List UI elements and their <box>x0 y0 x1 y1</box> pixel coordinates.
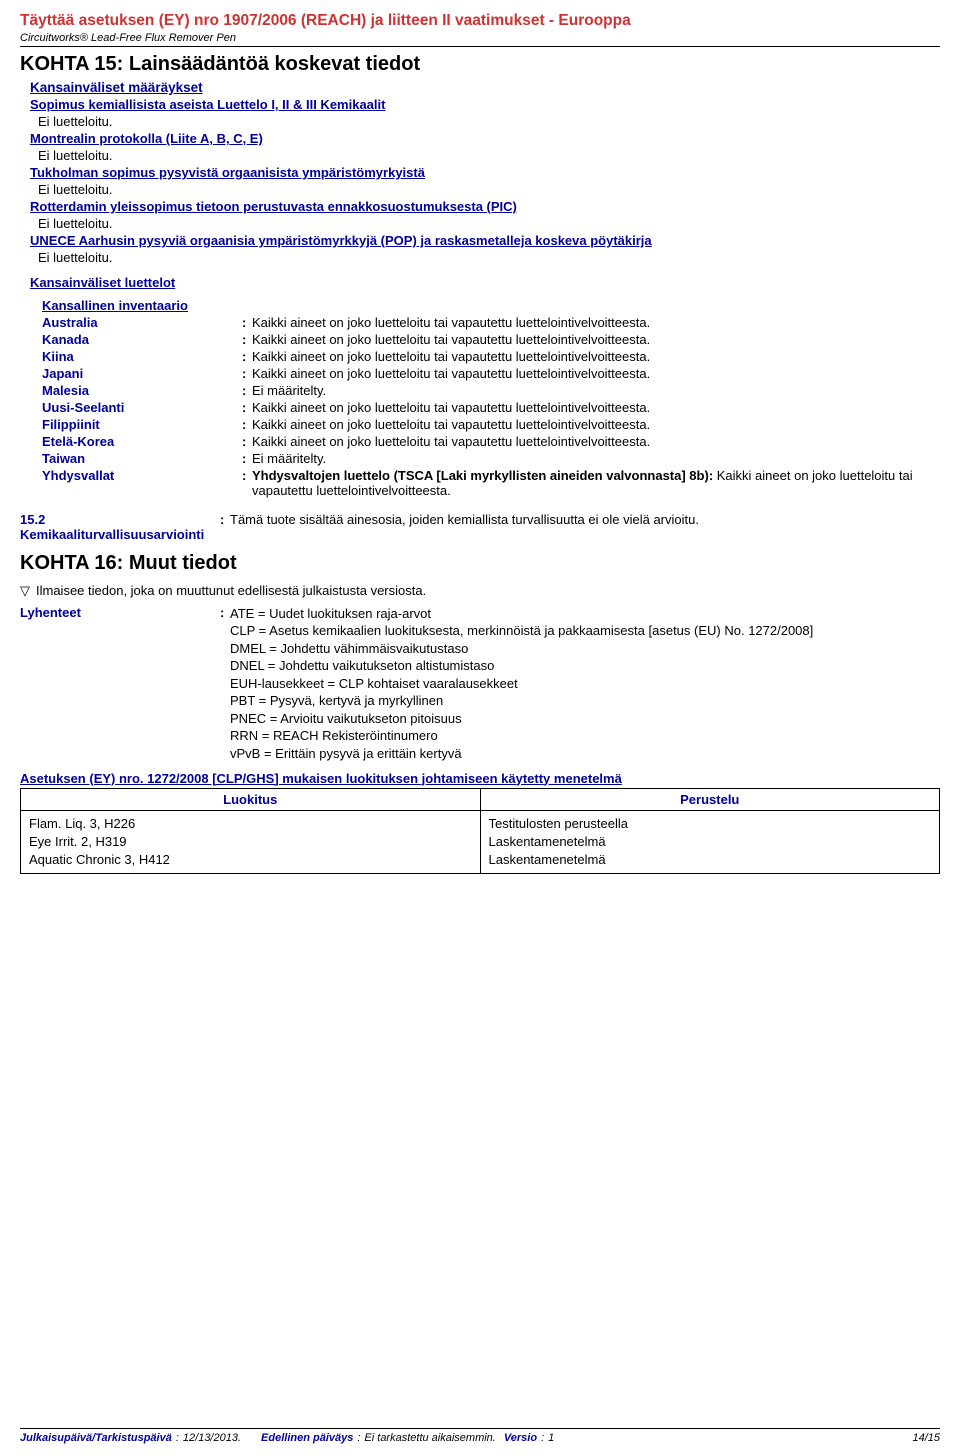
justification-col-head: Perustelu <box>481 789 940 811</box>
inventory-row-canada: Kanada : Kaikki aineet on joko luetteloi… <box>42 332 940 347</box>
footer-version-label: Versio <box>504 1432 537 1444</box>
usa-tsca-bold: Yhdysvaltojen luettelo (TSCA [Laki myrky… <box>252 468 709 483</box>
inventory-row-australia: Australia : Kaikki aineet on joko luette… <box>42 315 940 330</box>
montreal-value: Ei luetteloitu. <box>38 148 940 163</box>
inv-value: Kaikki aineet on joko luetteloitu tai va… <box>252 332 940 347</box>
inventory-row-taiwan: Taiwan : Ei määritelty. <box>42 451 940 466</box>
inv-label: Australia <box>42 315 242 330</box>
classification-col-body: Flam. Liq. 3, H226 Eye Irrit. 2, H319 Aq… <box>21 811 480 874</box>
csa-value: Tämä tuote sisältää ainesosia, joiden ke… <box>230 512 940 542</box>
section-16-title: KOHTA 16: Muut tiedot <box>20 552 940 575</box>
inv-value: Kaikki aineet on joko luetteloitu tai va… <box>252 400 940 415</box>
csa-label: 15.2 Kemikaaliturvallisuusarviointi <box>20 512 220 542</box>
product-name: Circuitworks® Lead-Free Flux Remover Pen <box>20 32 940 44</box>
inventory-row-philippines: Filippiinit : Kaikki aineet on joko luet… <box>42 417 940 432</box>
inv-label: Uusi-Seelanti <box>42 400 242 415</box>
inv-label: Malesia <box>42 383 242 398</box>
classification-col-head: Luokitus <box>21 789 480 811</box>
inv-value: Kaikki aineet on joko luetteloitu tai va… <box>252 315 940 330</box>
change-indicator-note: ▽ Ilmaisee tiedon, joka on muuttunut ede… <box>20 583 940 599</box>
inv-value: Yhdysvaltojen luettelo (TSCA [Laki myrky… <box>252 468 940 498</box>
national-inventory-heading: Kansallinen inventaario <box>42 298 940 313</box>
inventory-row-japan: Japani : Kaikki aineet on joko luetteloi… <box>42 366 940 381</box>
inv-label: Taiwan <box>42 451 242 466</box>
triangle-icon: ▽ <box>20 583 30 599</box>
inv-label: Kiina <box>42 349 242 364</box>
unece-value: Ei luetteloitu. <box>38 250 940 265</box>
inv-value: Kaikki aineet on joko luetteloitu tai va… <box>252 417 940 432</box>
footer-prevdate-value: Ei tarkastettu aikaisemmin. <box>364 1432 495 1444</box>
footer-page-number: 14/15 <box>912 1432 940 1444</box>
regulation-header: Täyttää asetuksen (EY) nro 1907/2006 (RE… <box>20 12 940 30</box>
inventory-row-china: Kiina : Kaikki aineet on joko luetteloit… <box>42 349 940 364</box>
inv-value: Ei määritelty. <box>252 451 940 466</box>
rotterdam-heading: Rotterdamin yleissopimus tietoon perustu… <box>30 199 940 214</box>
intl-lists-heading: Kansainväliset luettelot <box>30 275 940 290</box>
abbrev-label: Lyhenteet <box>20 605 220 763</box>
inv-label: Kanada <box>42 332 242 347</box>
inventory-row-korea: Etelä-Korea : Kaikki aineet on joko luet… <box>42 434 940 449</box>
footer-pubdate-label: Julkaisupäivä/Tarkistuspäivä <box>20 1432 172 1444</box>
rotterdam-value: Ei luetteloitu. <box>38 216 940 231</box>
colon: : <box>242 315 252 330</box>
inv-label: Filippiinit <box>42 417 242 432</box>
abbrev-value: ATE = Uudet luokituksen raja-arvot CLP =… <box>230 605 940 763</box>
inventory-row-malaysia: Malesia : Ei määritelty. <box>42 383 940 398</box>
abbreviations-row: Lyhenteet : ATE = Uudet luokituksen raja… <box>20 605 940 763</box>
classification-method-heading: Asetuksen (EY) nro. 1272/2008 [CLP/GHS] … <box>20 771 940 786</box>
inv-value: Ei määritelty. <box>252 383 940 398</box>
unece-heading: UNECE Aarhusin pysyviä orgaanisia ympäri… <box>30 233 940 248</box>
montreal-heading: Montrealin protokolla (Liite A, B, C, E) <box>30 131 940 146</box>
chem-weapons-value: Ei luetteloitu. <box>38 114 940 129</box>
csa-row: 15.2 Kemikaaliturvallisuusarviointi : Tä… <box>20 512 940 542</box>
footer-prevdate-label: Edellinen päiväys <box>261 1432 353 1444</box>
stockholm-value: Ei luetteloitu. <box>38 182 940 197</box>
inv-label: Japani <box>42 366 242 381</box>
justification-col-body: Testitulosten perusteella Laskentamenete… <box>481 811 940 874</box>
inv-label: Etelä-Korea <box>42 434 242 449</box>
stockholm-heading: Tukholman sopimus pysyvistä orgaanisista… <box>30 165 940 180</box>
section-15-title: KOHTA 15: Lainsäädäntöä koskevat tiedot <box>20 53 940 76</box>
intl-regulations-heading: Kansainväliset määräykset <box>30 80 940 95</box>
inv-value: Kaikki aineet on joko luetteloitu tai va… <box>252 349 940 364</box>
inv-value: Kaikki aineet on joko luetteloitu tai va… <box>252 434 940 449</box>
classification-table: Luokitus Flam. Liq. 3, H226 Eye Irrit. 2… <box>20 788 940 875</box>
page-footer: Julkaisupäivä/Tarkistuspäivä : 12/13/201… <box>20 1428 940 1444</box>
inv-label: Yhdysvallat <box>42 468 242 498</box>
change-note-text: Ilmaisee tiedon, joka on muuttunut edell… <box>36 583 426 598</box>
divider <box>20 46 940 47</box>
inventory-row-nz: Uusi-Seelanti : Kaikki aineet on joko lu… <box>42 400 940 415</box>
inventory-row-usa: Yhdysvallat : Yhdysvaltojen luettelo (TS… <box>42 468 940 498</box>
chem-weapons-heading: Sopimus kemiallisista aseista Luettelo I… <box>30 97 940 112</box>
inv-value: Kaikki aineet on joko luetteloitu tai va… <box>252 366 940 381</box>
footer-pubdate-value: 12/13/2013. <box>183 1432 241 1444</box>
